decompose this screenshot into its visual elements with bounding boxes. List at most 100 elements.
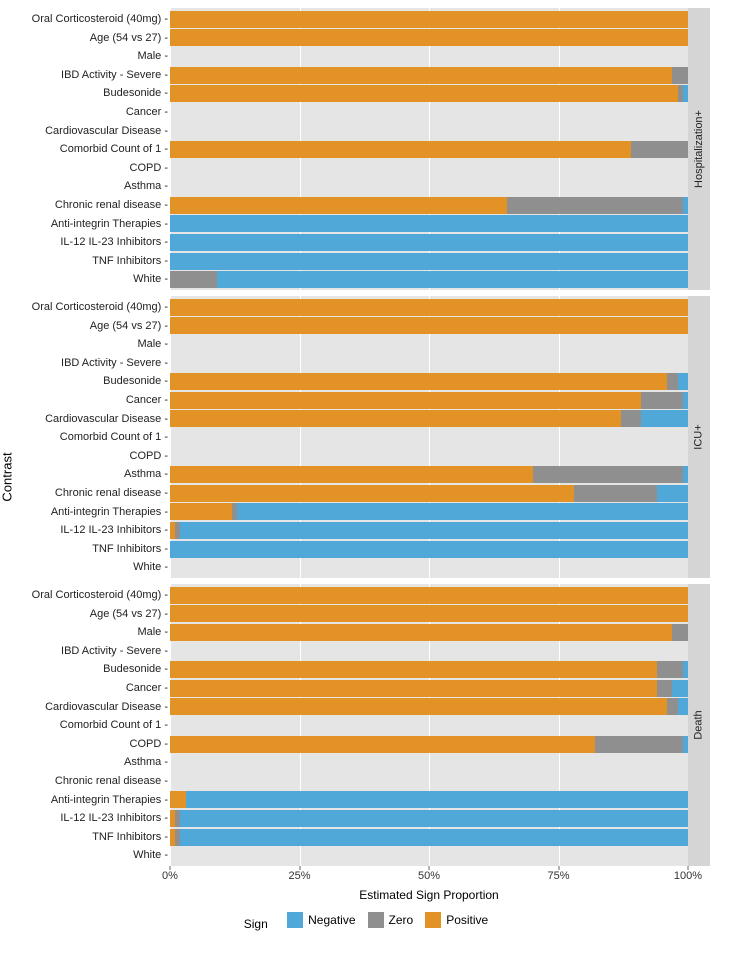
bar-segment-positive bbox=[170, 11, 688, 28]
plot-area bbox=[170, 296, 688, 578]
bar-segment-negative bbox=[170, 215, 688, 232]
legend-item: Positive bbox=[425, 912, 488, 928]
y-tick-label: IBD Activity - Severe - bbox=[8, 354, 168, 373]
bar-segment-positive bbox=[170, 392, 641, 409]
y-tick-label: White - bbox=[8, 846, 168, 865]
bar-row bbox=[170, 485, 688, 502]
bar-segment-negative bbox=[180, 522, 688, 539]
bar-row bbox=[170, 541, 688, 558]
bar-segment-positive bbox=[170, 299, 688, 316]
legend-item: Zero bbox=[368, 912, 414, 928]
bar-segment-positive bbox=[170, 466, 533, 483]
facet-label: Hospitalization+ bbox=[693, 110, 705, 188]
bar-segment-zero bbox=[595, 736, 683, 753]
bar-row bbox=[170, 197, 688, 214]
y-tick-label: Comorbid Count of 1 - bbox=[8, 140, 168, 159]
bar-segment-positive bbox=[170, 680, 657, 697]
bar-row bbox=[170, 503, 688, 520]
bar-row bbox=[170, 67, 688, 84]
y-tick-label: Male - bbox=[8, 623, 168, 642]
x-tick-label: 50% bbox=[418, 870, 440, 882]
bar-segment-positive bbox=[170, 410, 621, 427]
bar-segment-positive bbox=[170, 85, 678, 102]
facet-panel: Hospitalization+ bbox=[170, 8, 710, 290]
bar-row bbox=[170, 466, 688, 483]
bar-segment-negative bbox=[217, 271, 688, 288]
bar-segment-zero bbox=[672, 624, 688, 641]
bar-segment-positive bbox=[170, 661, 657, 678]
bar-segment-negative bbox=[657, 485, 688, 502]
y-tick-label: Anti-integrin Therapies - bbox=[8, 503, 168, 522]
y-tick-labels: Oral Corticosteroid (40mg) -Age (54 vs 2… bbox=[8, 10, 168, 289]
x-axis-label: Estimated Sign Proportion bbox=[170, 888, 688, 902]
bar-segment-positive bbox=[170, 141, 631, 158]
bar-segment-negative bbox=[180, 829, 688, 846]
bar-segment-negative bbox=[237, 503, 688, 520]
bar-segment-negative bbox=[170, 541, 688, 558]
y-tick-label: Chronic renal disease - bbox=[8, 484, 168, 503]
bar-row bbox=[170, 317, 688, 334]
facet-strip: ICU+ bbox=[688, 296, 710, 578]
bar-segment-positive bbox=[170, 587, 688, 604]
y-tick-label: Cardiovascular Disease - bbox=[8, 698, 168, 717]
y-tick-label: Anti-integrin Therapies - bbox=[8, 791, 168, 810]
legend-label: Zero bbox=[389, 913, 414, 927]
bar-row bbox=[170, 234, 688, 251]
bar-segment-zero bbox=[641, 392, 682, 409]
y-tick-label: Budesonide - bbox=[8, 372, 168, 391]
y-tick-label: White - bbox=[8, 558, 168, 577]
y-tick-label: TNF Inhibitors - bbox=[8, 252, 168, 271]
bar-segment-positive bbox=[170, 317, 688, 334]
y-tick-label: Oral Corticosteroid (40mg) - bbox=[8, 298, 168, 317]
bar-row bbox=[170, 605, 688, 622]
bar-segment-negative bbox=[170, 253, 688, 270]
y-tick-label: IL-12 IL-23 Inhibitors - bbox=[8, 233, 168, 252]
bar-segment-zero bbox=[657, 661, 683, 678]
legend-swatch bbox=[425, 912, 441, 928]
bar-segment-positive bbox=[170, 605, 688, 622]
bar-segment-zero bbox=[533, 466, 683, 483]
x-tick-label: 100% bbox=[674, 870, 702, 882]
bar-segment-positive bbox=[170, 503, 232, 520]
y-tick-label: COPD - bbox=[8, 447, 168, 466]
bar-row bbox=[170, 810, 688, 827]
bar-row bbox=[170, 624, 688, 641]
y-tick-label: Age (54 vs 27) - bbox=[8, 317, 168, 336]
figure: Contrast Hospitalization+ICU+Death 0%25%… bbox=[0, 0, 738, 954]
bar-segment-zero bbox=[621, 410, 642, 427]
legend-swatch bbox=[368, 912, 384, 928]
bar-segment-zero bbox=[667, 698, 677, 715]
y-tick-label: Comorbid Count of 1 - bbox=[8, 428, 168, 447]
bar-row bbox=[170, 85, 688, 102]
y-tick-labels: Oral Corticosteroid (40mg) -Age (54 vs 2… bbox=[8, 586, 168, 865]
bar-row bbox=[170, 29, 688, 46]
bar-segment-negative bbox=[641, 410, 688, 427]
facet-label: Death bbox=[693, 710, 705, 739]
y-tick-label: IL-12 IL-23 Inhibitors - bbox=[8, 521, 168, 540]
bar-row bbox=[170, 373, 688, 390]
bar-segment-zero bbox=[631, 141, 688, 158]
bar-segment-zero bbox=[507, 197, 683, 214]
y-tick-label: IBD Activity - Severe - bbox=[8, 642, 168, 661]
y-tick-label: Asthma - bbox=[8, 177, 168, 196]
y-tick-label: IBD Activity - Severe - bbox=[8, 66, 168, 85]
legend-swatch bbox=[287, 912, 303, 928]
facet-strip: Hospitalization+ bbox=[688, 8, 710, 290]
y-tick-label: Cancer - bbox=[8, 103, 168, 122]
bar-row bbox=[170, 299, 688, 316]
bar-row bbox=[170, 253, 688, 270]
y-tick-labels: Oral Corticosteroid (40mg) -Age (54 vs 2… bbox=[8, 298, 168, 577]
bar-row bbox=[170, 141, 688, 158]
bar-row bbox=[170, 698, 688, 715]
bar-segment-positive bbox=[170, 698, 667, 715]
y-tick-label: Oral Corticosteroid (40mg) - bbox=[8, 10, 168, 29]
bar-row bbox=[170, 661, 688, 678]
bar-row bbox=[170, 680, 688, 697]
bar-row bbox=[170, 11, 688, 28]
y-tick-label: Cardiovascular Disease - bbox=[8, 410, 168, 429]
plot-area bbox=[170, 584, 688, 866]
facet-panel: Death bbox=[170, 584, 710, 866]
bar-segment-negative bbox=[672, 680, 688, 697]
bar-segment-positive bbox=[170, 197, 507, 214]
y-tick-label: Age (54 vs 27) - bbox=[8, 29, 168, 48]
